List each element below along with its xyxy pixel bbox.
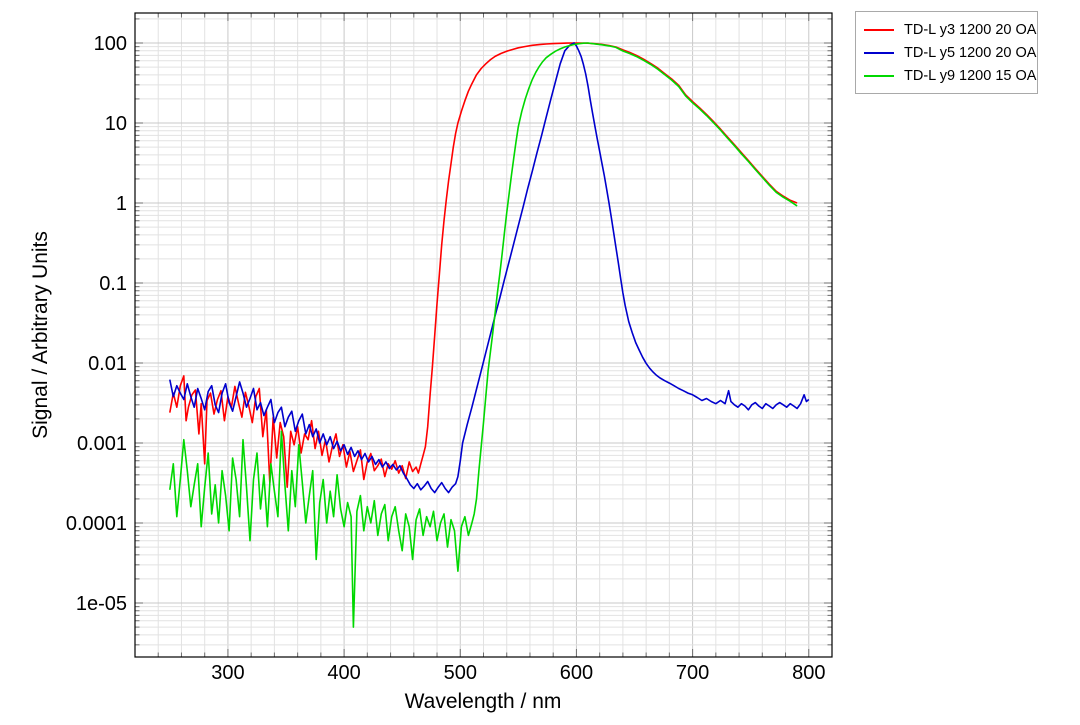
legend-label: TD-L y5 1200 20 OA [904,44,1037,61]
legend-label: TD-L y3 1200 20 OA [904,21,1037,38]
series-curve-3 [169,42,798,628]
x-tick-label: 400 [327,662,360,684]
y-tick-label: 1 [116,193,127,215]
y-tick-label: 0.001 [77,433,127,455]
legend: TD-L y3 1200 20 OA TD-L y5 1200 20 OA TD… [855,11,1038,94]
axis-ticks [135,13,832,657]
legend-line-sample-blue [864,51,894,54]
y-tick-label: 10 [105,113,127,135]
plot-frame [134,12,833,658]
tick-labels: 300 400 500 600 700 800 100 10 1 0.1 0.01 0.001 0.00… [66,33,826,684]
x-tick-label: 800 [792,662,825,684]
x-axis-title: Wavelength / nm [405,690,562,713]
y-tick-label: 1e-05 [76,593,127,615]
grid-lines [135,13,832,657]
legend-item: TD-L y5 1200 20 OA [864,41,1037,64]
legend-item: TD-L y9 1200 15 OA [864,64,1037,87]
x-tick-label: 700 [676,662,709,684]
legend-line-sample-red [864,28,894,31]
y-tick-label: 0.1 [99,273,127,295]
legend-label: TD-L y9 1200 15 OA [904,67,1037,84]
legend-item: TD-L y3 1200 20 OA [864,18,1037,41]
y-tick-label: 0.01 [88,353,127,375]
data-curves [169,42,810,628]
legend-line-sample-green [864,74,894,77]
x-tick-label: 300 [211,662,244,684]
x-tick-label: 600 [560,662,593,684]
y-tick-label: 0.0001 [66,513,127,535]
series-curve-2 [169,42,810,494]
x-tick-label: 500 [444,662,477,684]
y-tick-label: 100 [94,33,127,55]
y-axis-title: Signal / Arbitrary Units [29,231,52,439]
